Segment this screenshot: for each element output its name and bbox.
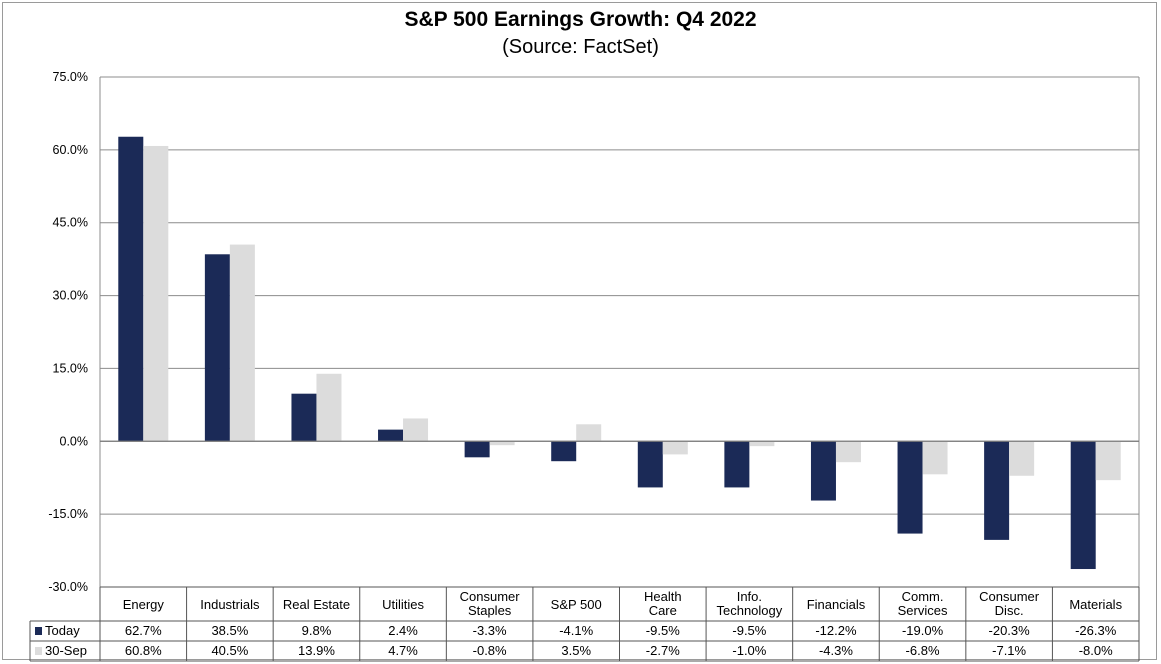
bar-today <box>118 136 144 442</box>
y-tick-label: 45.0% <box>53 216 88 230</box>
data-label: -6.8% <box>906 643 940 658</box>
x-tick-label: S&P 500 <box>551 597 602 612</box>
bar-30-sep <box>1009 441 1035 476</box>
x-tick-label: Health Care <box>644 589 682 618</box>
bar-30-sep <box>922 441 948 475</box>
y-tick-label: -30.0% <box>48 580 88 594</box>
x-tick-label: Real Estate <box>283 597 350 612</box>
bar-today <box>1070 441 1096 570</box>
legend-label: 30-Sep <box>45 643 87 658</box>
x-tick-label: Comm. Services <box>898 589 948 618</box>
bar-30-sep <box>662 441 688 455</box>
bar-today <box>551 441 577 462</box>
data-label: -19.0% <box>902 623 944 638</box>
bar-today <box>204 254 230 442</box>
y-tick-label: 30.0% <box>53 289 88 303</box>
data-label: -4.3% <box>819 643 853 658</box>
y-tick-label: 75.0% <box>53 70 88 84</box>
bar-today <box>724 441 750 488</box>
legend-label: Today <box>45 623 80 638</box>
data-label: -8.0% <box>1079 643 1113 658</box>
bar-30-sep <box>1095 441 1121 481</box>
data-label: -12.2% <box>815 623 857 638</box>
chart-title: S&P 500 Earnings Growth: Q4 2022 <box>404 8 757 31</box>
chart-subtitle: (Source: FactSet) <box>502 36 659 58</box>
bar-30-sep <box>403 418 429 442</box>
x-tick-label: Utilities <box>382 597 424 612</box>
bar-today <box>637 441 663 488</box>
bar-30-sep <box>835 441 861 463</box>
x-tick-label: Industrials <box>200 597 260 612</box>
data-label: 9.8% <box>302 623 332 638</box>
data-label: -3.3% <box>473 623 507 638</box>
y-tick-label: 15.0% <box>53 361 88 375</box>
bar-30-sep <box>316 373 342 442</box>
x-tick-label: Info. Technology <box>716 589 782 618</box>
y-tick-label: -15.0% <box>48 507 88 521</box>
bar-today <box>378 429 404 442</box>
data-label: -0.8% <box>473 643 507 658</box>
bar-today <box>984 441 1010 540</box>
legend-key <box>35 647 42 655</box>
y-tick-label: 0.0% <box>60 434 89 448</box>
legend-key <box>35 627 42 635</box>
data-label: -1.0% <box>732 643 766 658</box>
x-tick-label: Consumer Staples <box>460 589 521 618</box>
bar-today <box>291 393 317 442</box>
data-label: 3.5% <box>561 643 591 658</box>
x-tick-label: Materials <box>1069 597 1122 612</box>
bar-30-sep <box>143 145 169 442</box>
bar-today <box>464 441 490 458</box>
y-tick-label: 60.0% <box>53 143 88 157</box>
x-tick-label: Energy <box>123 597 165 612</box>
bar-30-sep <box>489 441 515 446</box>
data-label: -20.3% <box>989 623 1031 638</box>
data-label: -9.5% <box>646 623 680 638</box>
data-label: 40.5% <box>211 643 248 658</box>
x-tick-label: Financials <box>807 597 866 612</box>
data-label: -26.3% <box>1075 623 1117 638</box>
data-label: -7.1% <box>992 643 1026 658</box>
data-label: -2.7% <box>646 643 680 658</box>
data-label: 13.9% <box>298 643 335 658</box>
data-label: -4.1% <box>559 623 593 638</box>
data-label: 60.8% <box>125 643 162 658</box>
data-label: -9.5% <box>732 623 766 638</box>
data-label: 4.7% <box>388 643 418 658</box>
bar-30-sep <box>229 244 255 442</box>
bar-today <box>897 441 923 534</box>
x-tick-label: Consumer Disc. <box>979 589 1040 618</box>
data-label: 38.5% <box>211 623 248 638</box>
bar-30-sep <box>576 424 602 442</box>
data-label: 2.4% <box>388 623 418 638</box>
data-label: 62.7% <box>125 623 162 638</box>
bar-today <box>810 441 836 501</box>
bar-30-sep <box>749 441 775 447</box>
